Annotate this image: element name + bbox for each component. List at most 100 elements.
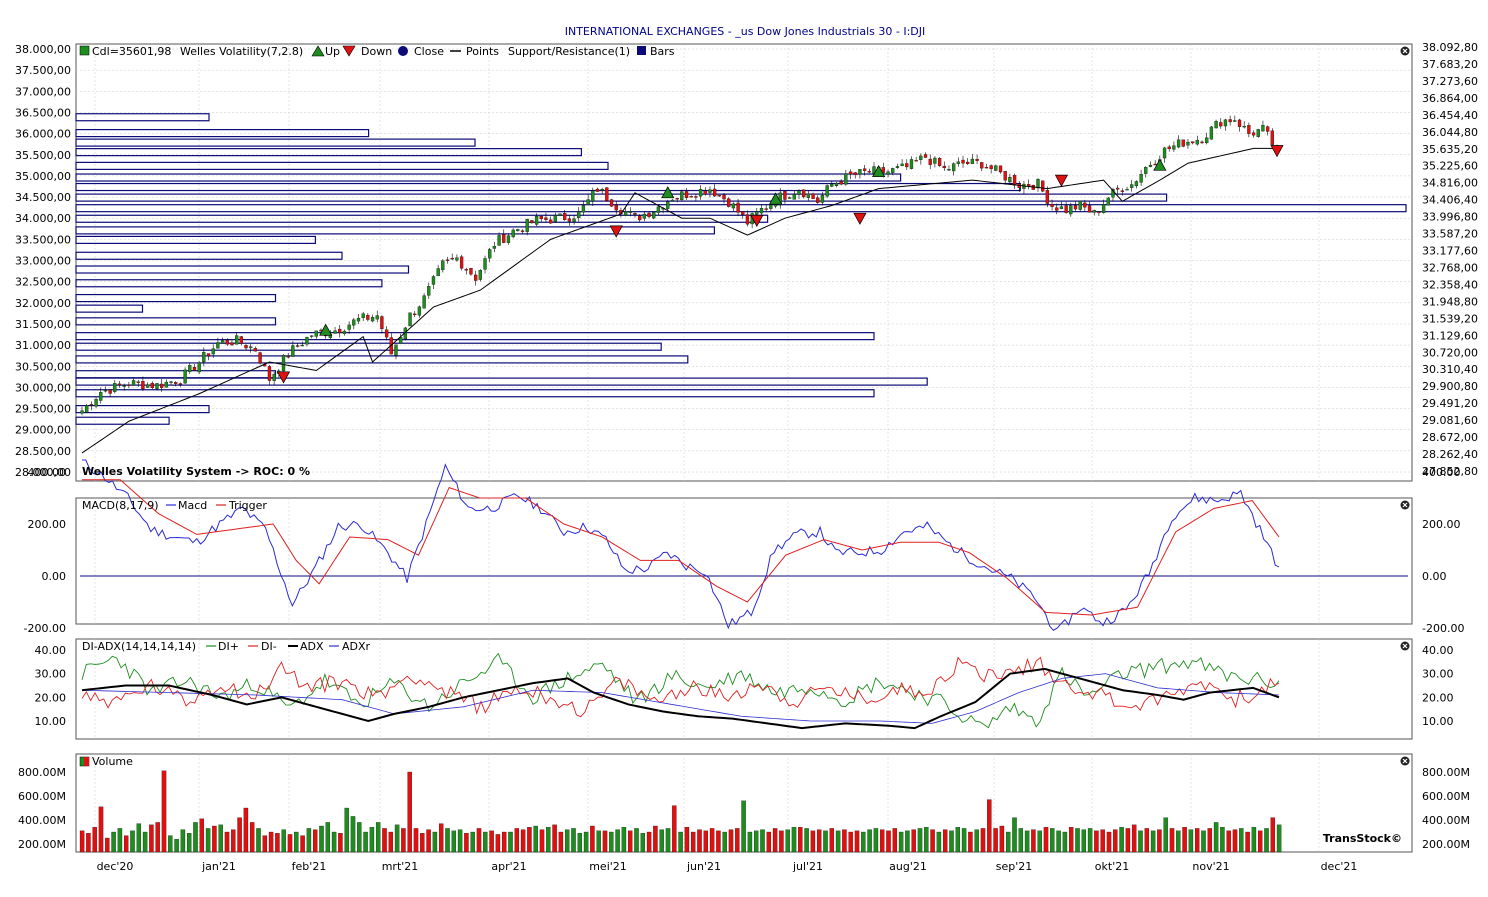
price-left-tick: 35.000,00	[15, 170, 71, 183]
volume-bar	[394, 824, 400, 853]
volume-bar	[1012, 817, 1017, 853]
volume-bar	[571, 828, 576, 853]
candle-body	[956, 161, 960, 164]
candle-body	[1270, 130, 1274, 145]
candle-body	[253, 348, 258, 352]
volume-left-tick: 400.00M	[18, 814, 66, 827]
candle-body	[1083, 202, 1087, 208]
trigger-line	[82, 479, 1280, 616]
candle-body	[895, 166, 900, 168]
candle-body	[703, 190, 707, 195]
volume-bar	[1131, 824, 1137, 853]
volume-bar	[1031, 829, 1036, 853]
candle-body	[99, 392, 103, 401]
points-legend-label: Points	[466, 45, 499, 58]
volume-bar	[558, 831, 564, 853]
candle-body	[806, 193, 811, 198]
volume-bar	[539, 829, 545, 853]
volume-bar	[275, 833, 280, 853]
candle-body	[178, 383, 183, 385]
volume-bar	[735, 828, 740, 853]
candle-body	[492, 245, 497, 249]
volume-bar	[457, 829, 463, 853]
volume-profile-bar	[75, 148, 582, 157]
volume-bar	[854, 830, 860, 853]
volume-bar	[760, 829, 765, 853]
volume-bar	[546, 827, 551, 853]
candle-body	[684, 191, 689, 199]
volume-bar	[772, 828, 778, 853]
candle-body	[122, 385, 126, 387]
volume-bar	[659, 829, 664, 853]
candle-body	[1228, 119, 1232, 123]
cdl-legend-swatch	[79, 45, 90, 56]
up-signal-marker	[872, 164, 886, 178]
up-signal-marker	[768, 192, 783, 205]
candle-body	[1111, 189, 1115, 198]
price-left-tick: 37.500,00	[15, 64, 71, 77]
candle-body	[192, 367, 197, 371]
volume-bar	[1257, 830, 1263, 853]
volume-bar	[249, 822, 255, 853]
candle-body	[1251, 132, 1256, 136]
x-tick-label: dec'20	[97, 860, 134, 873]
price-right-tick: 37.273,60	[1422, 75, 1478, 88]
candle-body	[136, 381, 140, 383]
volume-bar	[552, 824, 557, 853]
volume-bar	[615, 829, 620, 853]
volume-bar	[905, 830, 910, 853]
candle-body	[483, 258, 487, 270]
volume-bar	[1113, 829, 1118, 853]
volume-bar	[142, 831, 148, 853]
candle-body	[305, 337, 309, 345]
candle-body	[933, 157, 937, 164]
macd-legend-macd: Macd	[178, 499, 207, 512]
di-plus-line	[81, 652, 1280, 729]
price-left-tick: 35.500,00	[15, 149, 71, 162]
volume-bar	[1144, 828, 1150, 853]
volume-bar	[886, 830, 891, 853]
candle-body	[839, 181, 843, 185]
price-left-tick: 32.000,00	[15, 297, 71, 310]
candle-body	[666, 201, 670, 209]
macd-left-tick: -200.00	[24, 622, 66, 635]
candle-body	[309, 335, 314, 337]
volume-bar	[1251, 827, 1257, 853]
price-right-tick: 29.081,60	[1422, 414, 1478, 427]
volume-bar	[268, 831, 274, 853]
candle-body	[900, 163, 904, 166]
volume-bar	[369, 827, 375, 853]
price-left-tick: 29.000,00	[15, 424, 71, 437]
candle-body	[984, 166, 989, 169]
candle-body	[980, 162, 984, 169]
candle-body	[422, 295, 426, 309]
price-left-tick: 34.000,00	[15, 212, 71, 225]
candle-body	[333, 330, 337, 334]
candle-body	[197, 362, 201, 373]
candle-body	[825, 185, 829, 197]
volume-bar	[741, 800, 746, 853]
candle-body	[1092, 210, 1096, 213]
candle-body	[1101, 204, 1106, 213]
volume-bar	[1207, 828, 1213, 853]
candle-body	[1064, 205, 1068, 213]
candle-body	[605, 187, 609, 201]
candle-body	[267, 366, 272, 381]
candle-body	[609, 199, 614, 207]
volume-bar	[514, 828, 520, 853]
adx-legend-name: DI-ADX(14,14,14,14)	[82, 640, 196, 653]
candle-body	[1181, 139, 1185, 147]
volume-bar	[596, 830, 601, 853]
volume-bar	[678, 831, 683, 853]
volume-bar	[111, 831, 116, 853]
macd-right-tick: 400.00	[1422, 466, 1461, 479]
candle-body	[141, 381, 145, 390]
volume-bar	[835, 830, 841, 853]
candle-body	[638, 215, 642, 221]
volume-profile-bar	[75, 317, 277, 326]
candle-body	[347, 324, 351, 330]
candle-body	[1176, 139, 1181, 148]
volume-bar	[879, 829, 885, 853]
candle-body	[1073, 205, 1078, 210]
volume-bar	[564, 829, 570, 853]
